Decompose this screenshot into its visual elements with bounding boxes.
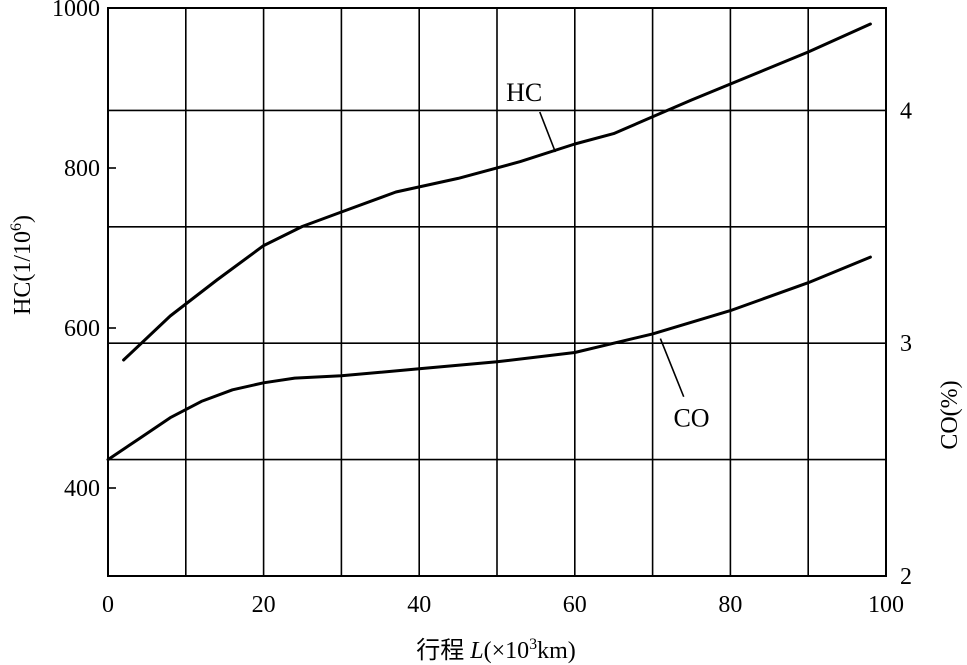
left-y-tick-label: 400: [64, 476, 100, 502]
hc-series-label: HC: [506, 78, 542, 107]
co-series-line: [106, 255, 872, 462]
x-tick-label: 0: [102, 592, 114, 618]
x-axis-label-prefix: 行程: [416, 637, 470, 664]
left-y-tick-label: 1000: [52, 0, 100, 22]
left-y-axis-label-close: ): [10, 215, 36, 223]
hc-series-line: [122, 22, 872, 362]
right-y-axis-label: CO(%): [937, 380, 963, 449]
right-y-tick-label: 2: [900, 564, 912, 590]
left-y-axis-label-exponent: 6: [8, 223, 25, 231]
right-y-tick-label: 4: [900, 98, 912, 124]
x-axis-label-unit-end: km): [537, 638, 576, 664]
hc-label-leader: [539, 111, 557, 153]
plot-border: [107, 7, 887, 577]
x-axis-label-unit: (×10: [484, 638, 530, 664]
x-axis-label-symbol: L: [469, 638, 483, 664]
x-tick-label: 60: [563, 592, 587, 618]
x-tick-label: 80: [718, 592, 742, 618]
x-axis-label-exponent: 3: [529, 636, 537, 653]
x-tick-label: 40: [407, 592, 431, 618]
co-series-label: CO: [673, 404, 709, 433]
left-y-tick-label: 800: [64, 156, 100, 182]
x-axis-label: 行程 L(×103km): [416, 636, 576, 664]
left-y-axis-label-base: HC(1/10: [10, 231, 36, 315]
co-label-leader: [659, 338, 685, 398]
right-y-tick-label: 3: [900, 331, 912, 357]
left-y-tick-label: 600: [64, 316, 100, 342]
series-layer: [106, 22, 872, 462]
grid: [108, 8, 886, 576]
ticks-layer: 0 20 40 60 80 100 400 600 800 1000 2 3 4: [52, 0, 912, 618]
plot-frame: [107, 7, 887, 577]
left-y-axis-label: HC(1/106): [8, 215, 36, 315]
x-tick-label: 100: [868, 592, 904, 618]
x-tick-label: 20: [252, 592, 276, 618]
